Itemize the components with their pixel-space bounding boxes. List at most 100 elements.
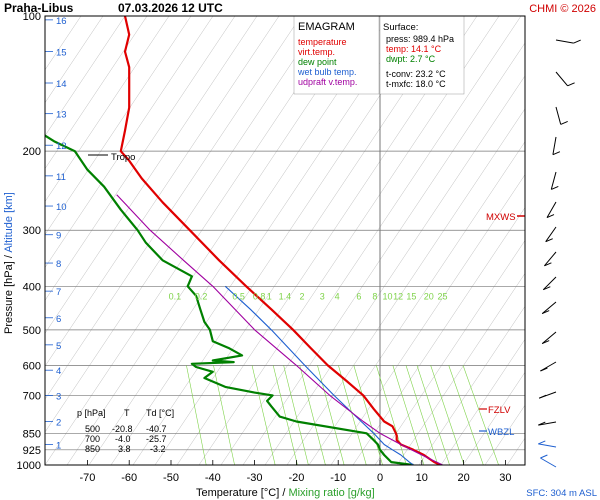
legend-virt-temp: virt.temp.: [298, 47, 335, 57]
table-row-700-t: -4.0: [115, 434, 131, 444]
adiabat-line: [440, 338, 525, 465]
legend-temperature: temperature: [298, 37, 347, 47]
wind-barb-flag: [551, 185, 559, 190]
mixing-ratio-line: [353, 365, 383, 465]
copyright: CHMI © 2026: [529, 3, 596, 15]
wind-barb: [540, 457, 557, 468]
pressure-tick-label: 300: [23, 225, 41, 237]
mixing-ratio-line: [448, 365, 484, 465]
wind-barb-flag: [546, 214, 555, 219]
table-row-500-td: -40.7: [146, 424, 167, 434]
temperature-tick-label: -50: [163, 472, 179, 484]
mixing-ratio-line: [251, 365, 276, 465]
temperature-tick-label: 20: [457, 472, 469, 484]
temperature-tick-label: 30: [499, 472, 511, 484]
wind-barb: [550, 171, 557, 190]
wind-barb: [544, 251, 557, 267]
pressure-tick-label: 100: [23, 11, 41, 23]
sounding-table: p [hPa] T Td [°C] 500 -20.8 -40.7 700 -4…: [77, 408, 174, 454]
wind-barb: [546, 201, 557, 218]
mixing-ratio-line: [272, 365, 298, 465]
wind-barb: [555, 106, 562, 125]
table-header-p: p [hPa]: [77, 408, 106, 418]
wind-barb-flag: [542, 340, 550, 345]
altitude-tick-label: 3: [56, 391, 61, 402]
mixing-ratio-label: 25: [438, 291, 448, 301]
mixing-ratio-label: 1: [267, 291, 272, 301]
mxws-label: MXWS: [486, 212, 516, 223]
altitude-tick-label: 2: [56, 417, 61, 428]
table-row-500-p: 500: [85, 424, 100, 434]
adiabat-line: [462, 371, 525, 465]
wind-barb-flag: [540, 454, 548, 459]
legend-title: EMAGRAM: [298, 21, 355, 33]
temperature-tick-label: -10: [330, 472, 346, 484]
adiabat-line: [418, 305, 525, 465]
adiabat-line: [45, 16, 324, 433]
pressure-tick-label: 400: [23, 281, 41, 293]
temperature-tick-label: -30: [247, 472, 263, 484]
wind-barb: [541, 331, 557, 344]
wind-barb: [538, 421, 557, 426]
wind-barb-flag: [540, 367, 548, 372]
adiabat-line: [264, 75, 525, 465]
surface-tmxfc: t-mxfc: 18.0 °C: [386, 79, 446, 89]
mixing-ratio-label: 10: [383, 291, 393, 301]
surface-tconv: t-conv: 23.2 °C: [386, 69, 446, 79]
adiabat-line: [45, 16, 302, 400]
adiabat-line: [45, 16, 126, 137]
adiabat-line: [45, 16, 192, 235]
mixing-ratio-label: 0.1: [169, 291, 182, 301]
pressure-tick-label: 200: [23, 146, 41, 158]
table-row-700-td: -25.7: [146, 434, 167, 444]
mixing-ratio-line: [283, 365, 309, 465]
altitude-tick-label: 14: [56, 79, 67, 90]
mixing-ratio-label: 4: [335, 291, 340, 301]
wbzl-label: WBZL: [488, 427, 514, 438]
adiabat-line: [330, 174, 525, 465]
adiabat-line: [396, 272, 525, 465]
wind-barb: [542, 276, 557, 291]
adiabat-line: [286, 108, 525, 465]
adiabat-line: [45, 16, 170, 203]
pressure-tick-label: 850: [23, 428, 41, 440]
adiabat-line: [45, 16, 214, 268]
mixing-ratio-line: [299, 365, 326, 465]
table-row-700-p: 700: [85, 434, 100, 444]
pressure-tick-label: 600: [23, 360, 41, 372]
pressure-tick-label: 925: [23, 445, 41, 457]
wind-barb-flag: [567, 82, 575, 87]
mixing-ratio-label: 3: [320, 291, 325, 301]
table-row-850-td: -3.2: [150, 444, 166, 454]
altitude-tick-label: 12: [56, 141, 67, 152]
wind-barb-flag: [545, 238, 553, 243]
mixing-ratio-label: 0.5: [232, 291, 245, 301]
x-axis-label: Temperature [°C] / Mixing ratio [g/kg]: [196, 487, 375, 499]
mixing-ratio-line: [317, 365, 345, 465]
legend-updraft: udpraft v.temp.: [298, 77, 357, 87]
mixing-ratio-line: [462, 365, 499, 465]
mixing-ratio-label: 6: [356, 291, 361, 301]
altitude-tick-label: 15: [56, 48, 67, 59]
fzlv-label: FZLV: [488, 405, 511, 416]
legend-wet-bulb: wet bulb temp.: [297, 67, 357, 77]
wind-barb: [538, 443, 557, 448]
surface-press: press: 989.4 hPa: [386, 34, 454, 44]
adiabat-line: [45, 16, 258, 334]
pressure-tick-label: 500: [23, 325, 41, 337]
temperature-tick-label: -40: [205, 472, 221, 484]
legend-dew-point: dew point: [298, 57, 337, 67]
mixing-ratio-line: [376, 365, 407, 465]
mixing-ratio-label: 1.4: [279, 291, 292, 301]
wind-barb: [552, 136, 557, 155]
mixing-ratio-label: 0.2: [195, 291, 208, 301]
dew-point-series-line: [45, 134, 414, 465]
y-axis-label: Pressure [hPa] / Altitude [km]: [3, 192, 15, 334]
wind-barb-flag: [542, 310, 550, 315]
table-header-td: Td [°C]: [146, 408, 174, 418]
temperature-tick-label: -60: [121, 472, 137, 484]
adiabat-line: [352, 207, 525, 465]
udpraft-v-temp-series-line: [116, 194, 443, 465]
adiabat-line: [308, 141, 525, 465]
